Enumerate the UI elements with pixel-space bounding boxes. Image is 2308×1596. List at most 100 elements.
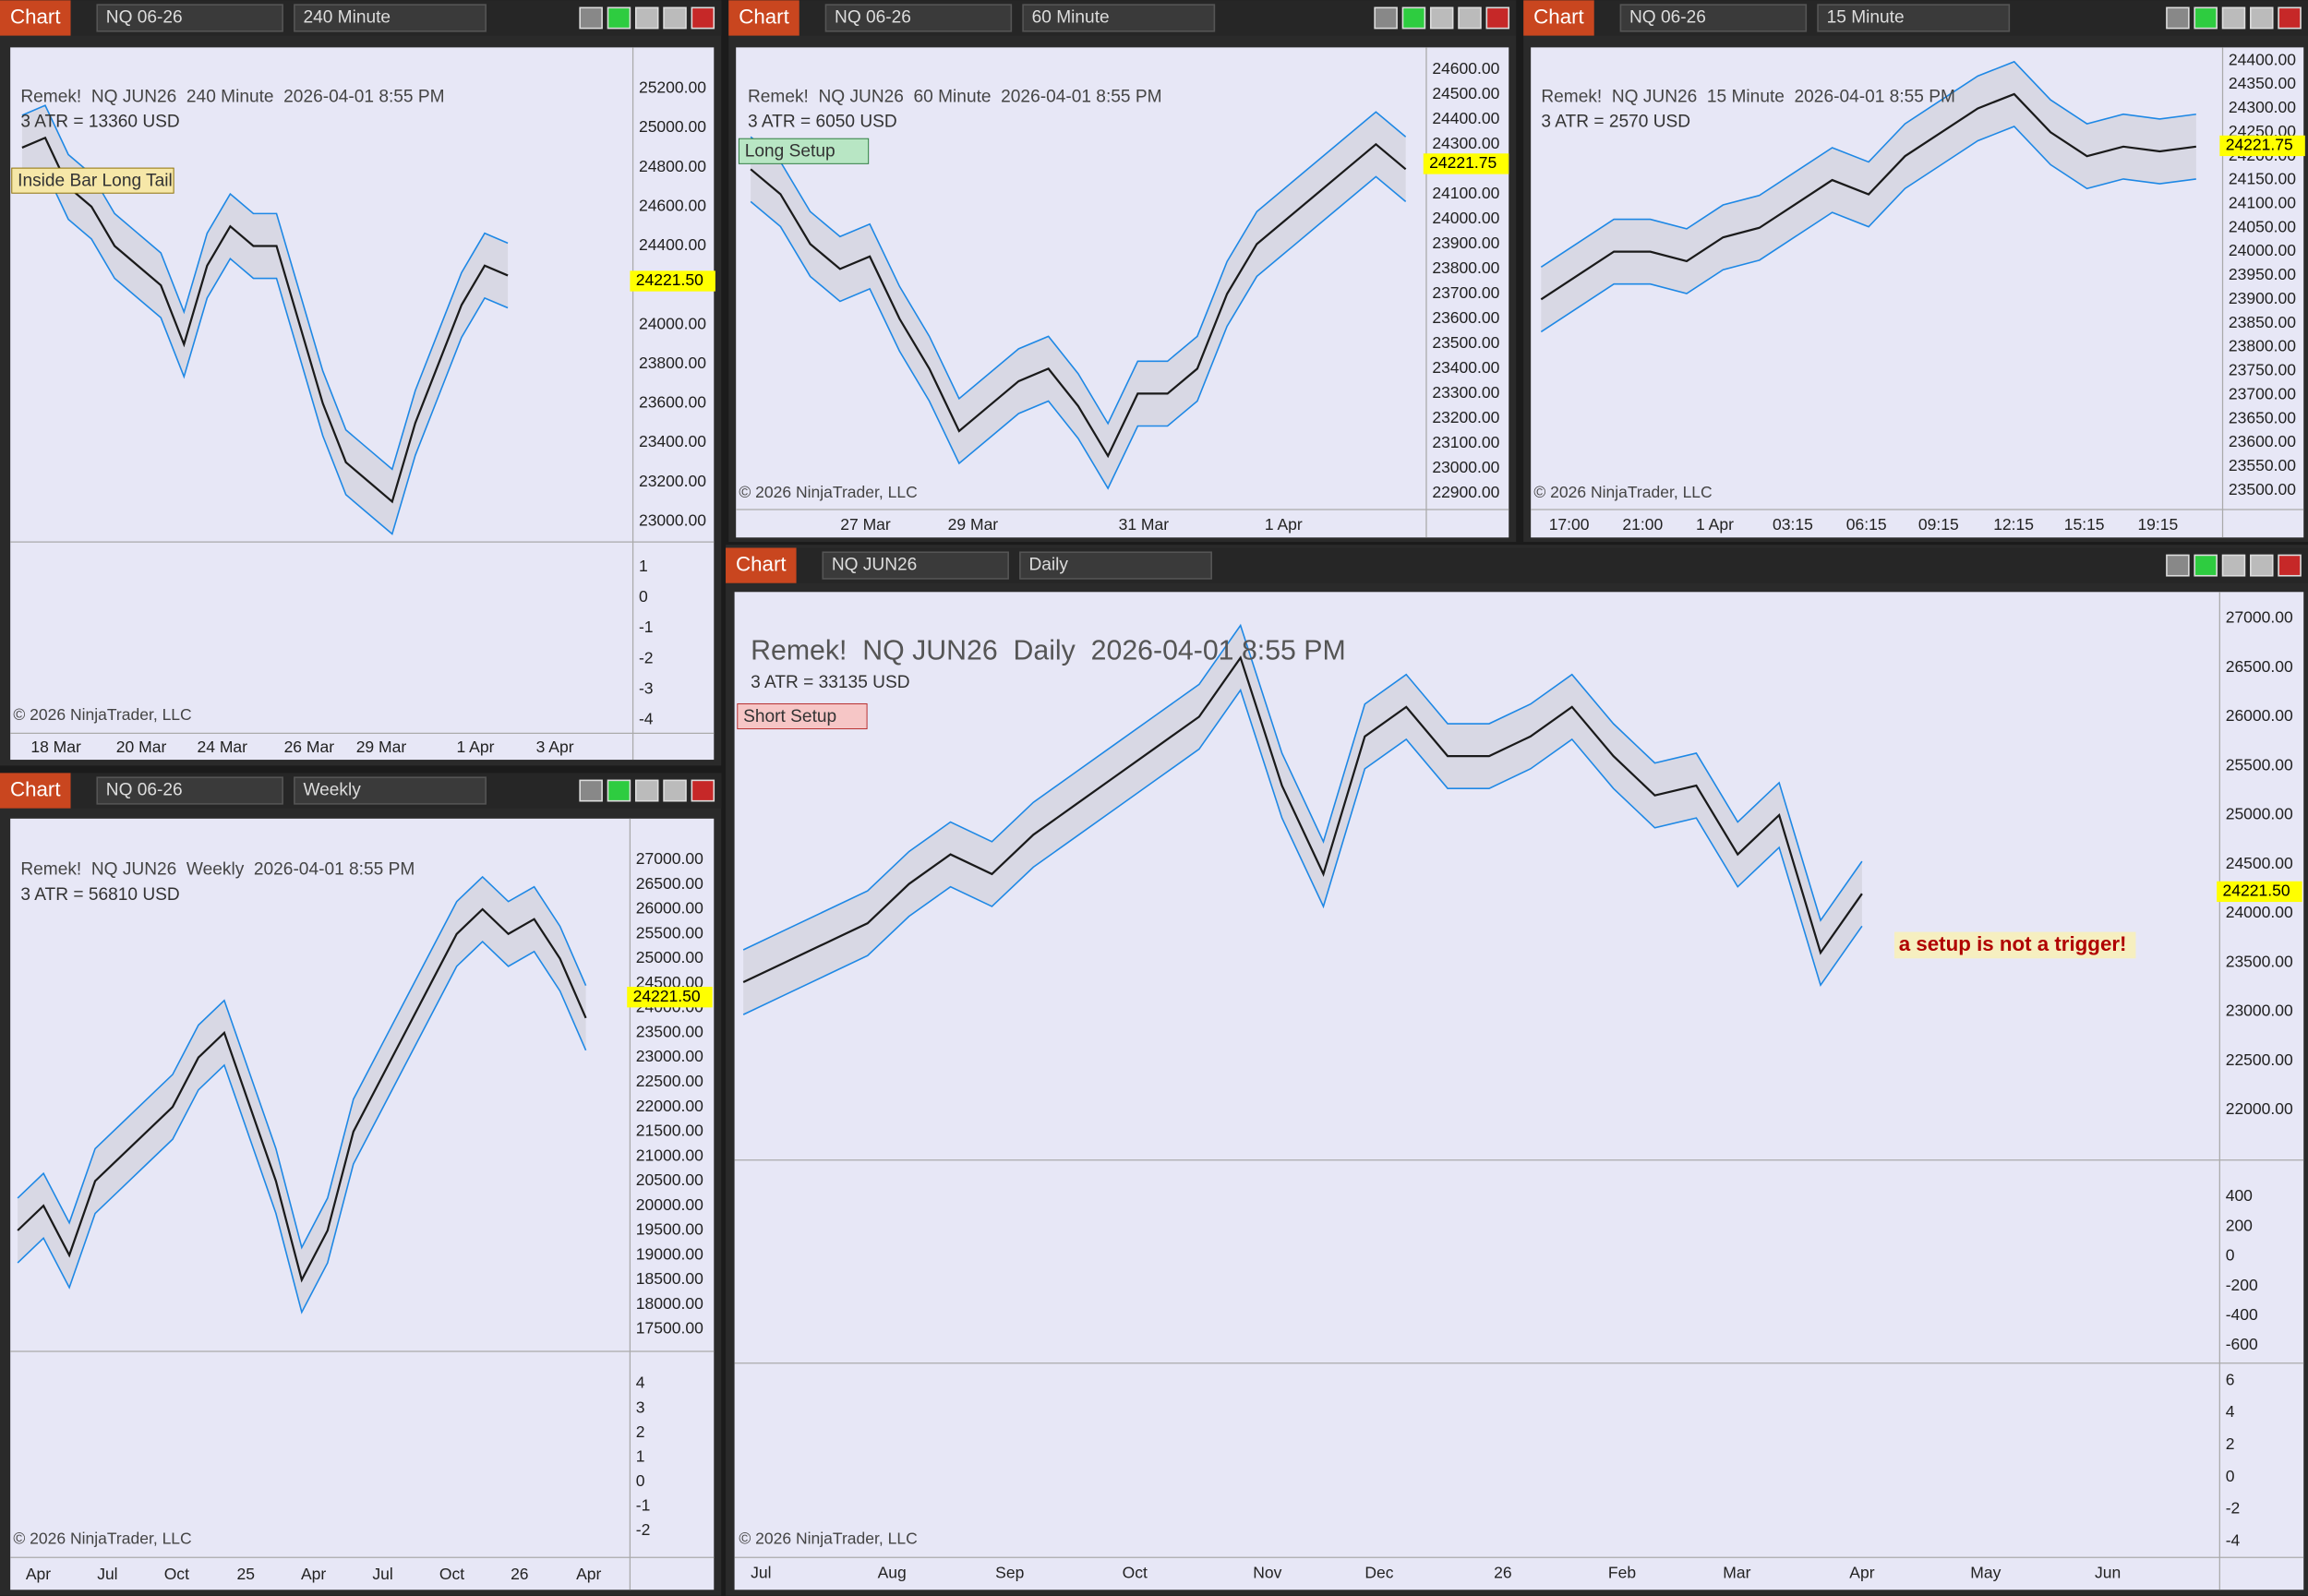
- instrument-box[interactable]: [1619, 4, 1808, 32]
- period-box[interactable]: [1019, 551, 1212, 580]
- period-box[interactable]: [294, 4, 487, 32]
- chart-header: Remek! NQ JUN26 Daily 2026-04-01 8:55 PM: [751, 636, 1346, 666]
- y-tick-label: 23800.00: [2229, 337, 2296, 355]
- x-tick-label: Jul: [372, 1565, 392, 1583]
- y-tick-label: 23400.00: [1432, 358, 1499, 377]
- window-button[interactable]: [579, 6, 603, 30]
- instrument-box[interactable]: [824, 4, 1013, 32]
- period-name[interactable]: Daily: [1028, 556, 1068, 575]
- y-tick-label: 25000.00: [2226, 805, 2293, 823]
- y-tick-label: 24800.00: [639, 157, 706, 175]
- annotation: a setup is not a trigger!: [1899, 932, 2127, 955]
- instrument-name[interactable]: NQ 06-26: [1629, 8, 1706, 28]
- oscillator-tick-label: -3: [639, 678, 654, 697]
- x-tick-label: Apr: [576, 1565, 601, 1583]
- y-tick-label: 23000.00: [2226, 1002, 2293, 1020]
- window-button[interactable]: [691, 6, 715, 30]
- chart-tab[interactable]: [728, 0, 799, 36]
- y-tick-label: 22000.00: [636, 1097, 703, 1115]
- chart-tab[interactable]: [0, 0, 71, 36]
- y-tick-label: 23500.00: [636, 1022, 703, 1040]
- y-tick-label: 24600.00: [639, 196, 706, 214]
- window-button[interactable]: [691, 779, 715, 802]
- window-button[interactable]: [579, 779, 603, 802]
- atr-label: 3 ATR = 56810 USD: [20, 885, 179, 905]
- oscillator-tick-label: 0: [2226, 1246, 2235, 1265]
- period-name[interactable]: Weekly: [303, 781, 361, 800]
- x-tick-label: 17:00: [1549, 515, 1590, 534]
- window-button[interactable]: [607, 779, 631, 802]
- y-tick-label: 23800.00: [1432, 258, 1499, 277]
- window-button[interactable]: [2166, 6, 2190, 30]
- period-name[interactable]: 240 Minute: [303, 8, 391, 28]
- x-tick-label: 06:15: [1846, 515, 1887, 534]
- window-button[interactable]: [2250, 6, 2274, 30]
- period-name[interactable]: 15 Minute: [1827, 8, 1905, 28]
- instrument-box[interactable]: [822, 551, 1009, 580]
- window-button[interactable]: [663, 6, 687, 30]
- chart-tab-label[interactable]: Chart: [10, 777, 61, 800]
- instrument-name[interactable]: NQ 06-26: [835, 8, 911, 28]
- period-box[interactable]: [1022, 4, 1216, 32]
- oscillator-tick-label: -4: [639, 710, 654, 728]
- window-button[interactable]: [1429, 6, 1454, 30]
- price-line: [21, 136, 509, 504]
- x-tick-label: 03:15: [1773, 515, 1813, 534]
- instrument-box[interactable]: [96, 4, 283, 32]
- x-tick-label: Mar: [1723, 1563, 1750, 1581]
- oscillator-tick-label: -2: [639, 648, 654, 666]
- oscillator-tick-label: -400: [2226, 1305, 2258, 1324]
- x-tick-label: 15:15: [2064, 515, 2105, 534]
- window-button[interactable]: [634, 6, 659, 30]
- y-tick-label: 23200.00: [639, 472, 706, 490]
- chart-tab-label[interactable]: Chart: [10, 5, 61, 28]
- y-tick-label: 24100.00: [2229, 194, 2296, 212]
- instrument-box[interactable]: [96, 776, 283, 805]
- chart-tab-label[interactable]: Chart: [736, 552, 787, 575]
- window-button[interactable]: [1458, 6, 1482, 30]
- window-button[interactable]: [663, 779, 687, 802]
- window-button[interactable]: [607, 6, 631, 30]
- copyright: © 2026 NinjaTrader, LLC: [1533, 483, 1712, 501]
- chart-tab[interactable]: [0, 773, 71, 809]
- x-tick-label: 1 Apr: [457, 738, 495, 756]
- period-name[interactable]: 60 Minute: [1032, 8, 1110, 28]
- x-tick-label: Nov: [1253, 1563, 1281, 1581]
- instrument-name[interactable]: NQ JUN26: [832, 556, 917, 575]
- y-tick-label: 23600.00: [639, 393, 706, 412]
- setup-tag-label: Inside Bar Long Tail: [18, 171, 173, 190]
- oscillator-tick-label: -1: [636, 1496, 651, 1515]
- y-tick-label: 18500.00: [636, 1269, 703, 1288]
- setup-tag: [738, 138, 870, 164]
- instrument-name[interactable]: NQ 06-26: [106, 781, 183, 800]
- window-button[interactable]: [2166, 554, 2190, 577]
- window-button[interactable]: [1485, 6, 1510, 30]
- band-upper: [750, 111, 1407, 426]
- y-tick-label: 23600.00: [1432, 308, 1499, 327]
- window-button[interactable]: [2250, 554, 2274, 577]
- period-box[interactable]: [1817, 4, 2011, 32]
- y-tick-label: 25000.00: [639, 117, 706, 136]
- x-tick-label: 31 Mar: [1119, 515, 1170, 534]
- chart-tab[interactable]: [1523, 0, 1594, 36]
- window-button[interactable]: [2278, 554, 2302, 577]
- setup-tag-label: Long Setup: [745, 142, 835, 162]
- atr-label: 3 ATR = 2570 USD: [1541, 113, 1690, 132]
- window-button[interactable]: [634, 779, 659, 802]
- instrument-name[interactable]: NQ 06-26: [106, 8, 183, 28]
- y-tick-label: 23900.00: [1432, 234, 1499, 252]
- window-button[interactable]: [1374, 6, 1398, 30]
- chart-tab-label[interactable]: Chart: [1533, 5, 1584, 28]
- window-button[interactable]: [2221, 554, 2246, 577]
- window-button[interactable]: [2221, 6, 2246, 30]
- window-button[interactable]: [2194, 554, 2218, 577]
- x-tick-label: Oct: [164, 1565, 189, 1583]
- window-button[interactable]: [2194, 6, 2218, 30]
- period-box[interactable]: [294, 776, 487, 805]
- window-button[interactable]: [2278, 6, 2302, 30]
- chart-tab-label[interactable]: Chart: [739, 5, 789, 28]
- window-button[interactable]: [1401, 6, 1426, 30]
- y-tick-label: 25500.00: [2226, 755, 2293, 774]
- y-tick-label: 22500.00: [636, 1072, 703, 1090]
- chart-tab[interactable]: [726, 547, 797, 583]
